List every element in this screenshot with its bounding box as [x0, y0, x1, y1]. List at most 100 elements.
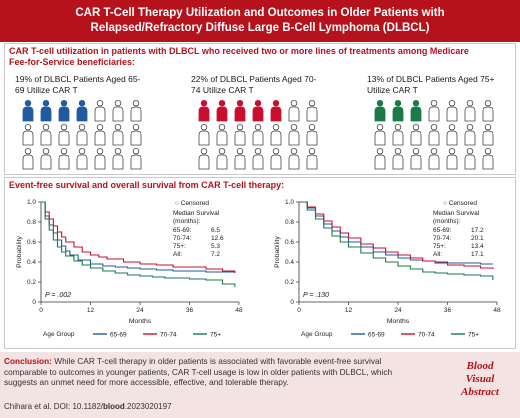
person-body-icon: [76, 154, 88, 170]
person-icon: [234, 148, 246, 170]
survival-curve-70-74: [41, 201, 236, 273]
person-head-icon: [376, 100, 384, 107]
person-head-icon: [236, 124, 244, 131]
efs-median-group: 65-69:: [173, 226, 192, 234]
person-body-icon: [198, 130, 210, 146]
person-body-icon: [446, 106, 458, 122]
efs-median-title-line1: Median Survival: [173, 210, 220, 217]
person-head-icon: [78, 148, 86, 155]
utilization-title: CAR T-cell utilization in patients with …: [9, 46, 509, 68]
os-median-row: All: 17.1: [433, 251, 484, 259]
y-tick-label: 0.6: [27, 239, 36, 246]
efs-median-value: 6.5: [211, 226, 221, 234]
person-icon: [76, 124, 88, 146]
x-axis-label: Months: [129, 318, 152, 325]
person-head-icon: [114, 148, 122, 155]
person-head-icon: [200, 100, 208, 107]
person-body-icon: [306, 106, 318, 122]
person-figures-75plus: [374, 100, 494, 170]
efs-median-value: 12.6: [211, 234, 224, 242]
person-icon: [130, 148, 142, 170]
person-head-icon: [24, 124, 32, 131]
person-head-icon: [254, 124, 262, 131]
efs-median-group: All:: [173, 251, 183, 259]
x-tick-label: 48: [493, 307, 501, 314]
person-icon: [482, 100, 494, 122]
person-head-icon: [132, 148, 140, 155]
citation-journal: blood: [103, 402, 125, 411]
person-body-icon: [216, 106, 228, 122]
person-icon: [288, 148, 300, 170]
os-median-group: 75+:: [433, 243, 446, 251]
person-body-icon: [270, 154, 282, 170]
person-icon: [130, 124, 142, 146]
person-figures-65-69: [22, 100, 142, 170]
person-head-icon: [376, 148, 384, 155]
person-head-icon: [236, 148, 244, 155]
efs-median-row: 75+: 5.3: [173, 243, 224, 251]
y-tick-label: 0.8: [27, 219, 36, 226]
person-icon: [306, 100, 318, 122]
efs-censored-legend: ○ Censored: [175, 200, 209, 207]
os-median-box: Median Survival (months): 65-69: 17.2 70-…: [433, 210, 484, 260]
person-head-icon: [412, 124, 420, 131]
efs-median-value: 7.2: [211, 251, 221, 259]
person-icon: [446, 124, 458, 146]
conclusion-text: Conclusion: While CAR T-cell therapy in …: [4, 356, 422, 388]
person-body-icon: [428, 106, 440, 122]
person-icon: [392, 148, 404, 170]
person-body-icon: [464, 130, 476, 146]
person-icon: [306, 148, 318, 170]
person-body-icon: [392, 130, 404, 146]
person-body-icon: [112, 106, 124, 122]
person-body-icon: [446, 154, 458, 170]
x-tick-label: 24: [136, 307, 144, 314]
utilization-title-line2: Fee-for-Service beneficiaries:: [9, 57, 136, 67]
person-body-icon: [58, 130, 70, 146]
y-tick-label: 0.4: [27, 259, 36, 266]
person-body-icon: [288, 130, 300, 146]
person-head-icon: [60, 148, 68, 155]
citation-prefix: Chihara et al. DOI: 10.1182/: [4, 402, 104, 411]
efs-median-row: 65-69: 6.5: [173, 227, 224, 235]
person-head-icon: [132, 100, 140, 107]
x-axis-label: Months: [387, 318, 410, 325]
person-head-icon: [430, 124, 438, 131]
person-body-icon: [130, 106, 142, 122]
header-title-line1: CAR T-Cell Therapy Utilization and Outco…: [75, 7, 445, 19]
person-icon-filled: [410, 100, 422, 122]
person-icon-filled: [392, 100, 404, 122]
util-label-65-69: 19% of DLBCL Patients Aged 65- 69 Utiliz…: [15, 74, 151, 96]
person-head-icon: [78, 124, 86, 131]
person-icon: [428, 100, 440, 122]
person-icon-filled: [234, 100, 246, 122]
person-body-icon: [410, 106, 422, 122]
person-head-icon: [466, 124, 474, 131]
person-head-icon: [290, 124, 298, 131]
person-body-icon: [410, 154, 422, 170]
person-body-icon: [76, 106, 88, 122]
person-body-icon: [234, 154, 246, 170]
person-body-icon: [58, 106, 70, 122]
os-median-value: 17.2: [471, 226, 484, 234]
person-icon: [198, 148, 210, 170]
blood-visual-abstract-logo: Blood Visual Abstract: [450, 360, 510, 399]
person-icon: [94, 148, 106, 170]
y-tick-label: 0.4: [285, 259, 294, 266]
logo-line1: Blood: [466, 360, 494, 372]
person-icon-filled: [374, 100, 386, 122]
person-icon: [40, 124, 52, 146]
person-body-icon: [288, 106, 300, 122]
person-body-icon: [464, 154, 476, 170]
person-body-icon: [392, 154, 404, 170]
util-group-75plus: 13% of DLBCL Patients Aged 75+ Utilize C…: [367, 74, 503, 170]
person-icon: [40, 148, 52, 170]
conclusion-lead: Conclusion:: [4, 356, 52, 366]
os-chart-svg: 0 0.2 0.4 0.6 0.8 1.0 0 12 24 36 48 Months Probabili…: [274, 199, 501, 338]
y-axis-label: Probability: [274, 236, 281, 268]
person-icon: [374, 124, 386, 146]
person-icon: [464, 100, 476, 122]
person-head-icon: [394, 124, 402, 131]
person-head-icon: [96, 148, 104, 155]
person-head-icon: [132, 124, 140, 131]
